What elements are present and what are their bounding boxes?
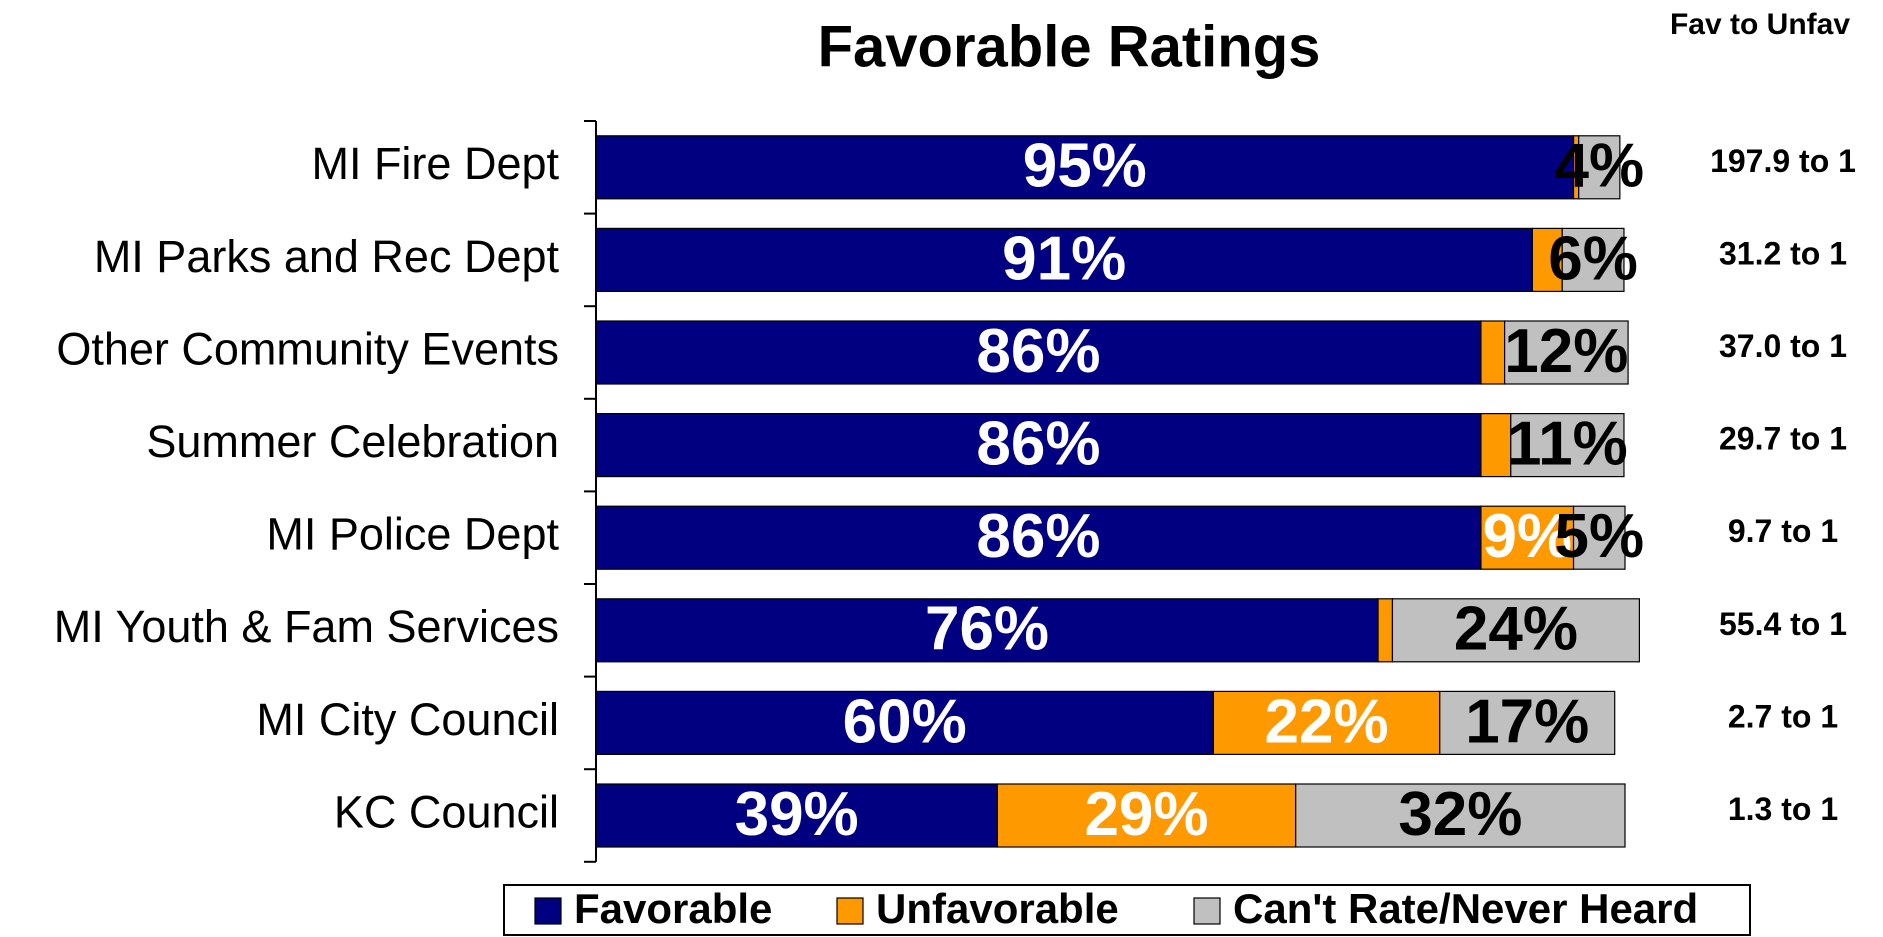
legend-swatch (1193, 897, 1221, 925)
data-label: 6% (1548, 224, 1638, 293)
bar-segment (1561, 227, 1625, 292)
ratio-label: 2.7 to 1 (1728, 698, 1838, 734)
ratio-label: 29.7 to 1 (1719, 421, 1847, 457)
ratio-label: 9.7 to 1 (1728, 513, 1838, 549)
legend-label: Can't Rate/Never Heard (1233, 885, 1698, 932)
data-label: 29% (1084, 780, 1208, 849)
legend-swatch (836, 897, 864, 925)
category-label: MI Parks and Rec Dept (94, 231, 560, 282)
bar-segment (996, 783, 1297, 848)
legend-swatch (534, 897, 562, 925)
bar-segment (1480, 320, 1506, 385)
bar-segment (595, 320, 1482, 385)
legend-box (503, 884, 1751, 936)
legend-label: Unfavorable (876, 885, 1119, 932)
bar-segment (595, 413, 1482, 478)
ratio-label: 55.4 to 1 (1719, 606, 1847, 642)
bar-segment (1504, 320, 1629, 385)
data-label: 4% (1554, 132, 1644, 201)
bar-segment (1391, 598, 1641, 663)
data-label: 12% (1504, 317, 1628, 386)
bar-segment (1578, 135, 1621, 200)
data-label: 86% (976, 317, 1100, 386)
category-label: MI Police Dept (266, 509, 559, 560)
bar-segment (1572, 505, 1626, 570)
ratio-label: 1.3 to 1 (1728, 791, 1838, 827)
data-label: 91% (1002, 224, 1126, 293)
category-label: MI City Council (256, 694, 559, 745)
category-label: Summer Celebration (146, 416, 559, 467)
bar-segment (1439, 690, 1616, 756)
data-label: 5% (1554, 502, 1644, 571)
ratio-label: 37.0 to 1 (1719, 328, 1847, 364)
data-label: 11% (1507, 409, 1628, 478)
bar-segment (1295, 783, 1626, 848)
data-label: 17% (1465, 687, 1589, 756)
data-label: 39% (735, 780, 859, 849)
bar-segment (595, 598, 1379, 663)
bar-segment (1480, 505, 1575, 570)
data-label: 86% (976, 409, 1100, 478)
data-label: 22% (1265, 687, 1389, 756)
bar-segment (1480, 413, 1512, 478)
ratio-label: 31.2 to 1 (1719, 235, 1847, 271)
legend-label: Favorable (574, 885, 772, 932)
data-label: 9% (1482, 502, 1572, 571)
bar-segment (1377, 598, 1394, 663)
category-label: MI Fire Dept (311, 138, 559, 189)
bar-segment (595, 227, 1533, 292)
bar-segment (1510, 413, 1625, 478)
category-label: MI Youth & Fam Services (54, 601, 559, 652)
data-label: 86% (976, 502, 1100, 571)
category-label: KC Council (334, 786, 559, 837)
ratio-label: 197.9 to 1 (1710, 143, 1856, 179)
bar-segment (595, 505, 1482, 570)
data-label: 95% (1023, 132, 1147, 201)
data-label: 24% (1454, 595, 1578, 664)
category-label: Other Community Events (56, 323, 559, 374)
ratio-header: Fav to Unfav (1670, 8, 1850, 41)
bar-segment (595, 135, 1575, 200)
data-label: 32% (1398, 780, 1522, 849)
data-label: 60% (843, 687, 967, 756)
chart-title: Favorable Ratings (818, 14, 1321, 79)
data-label: 76% (925, 595, 1049, 664)
